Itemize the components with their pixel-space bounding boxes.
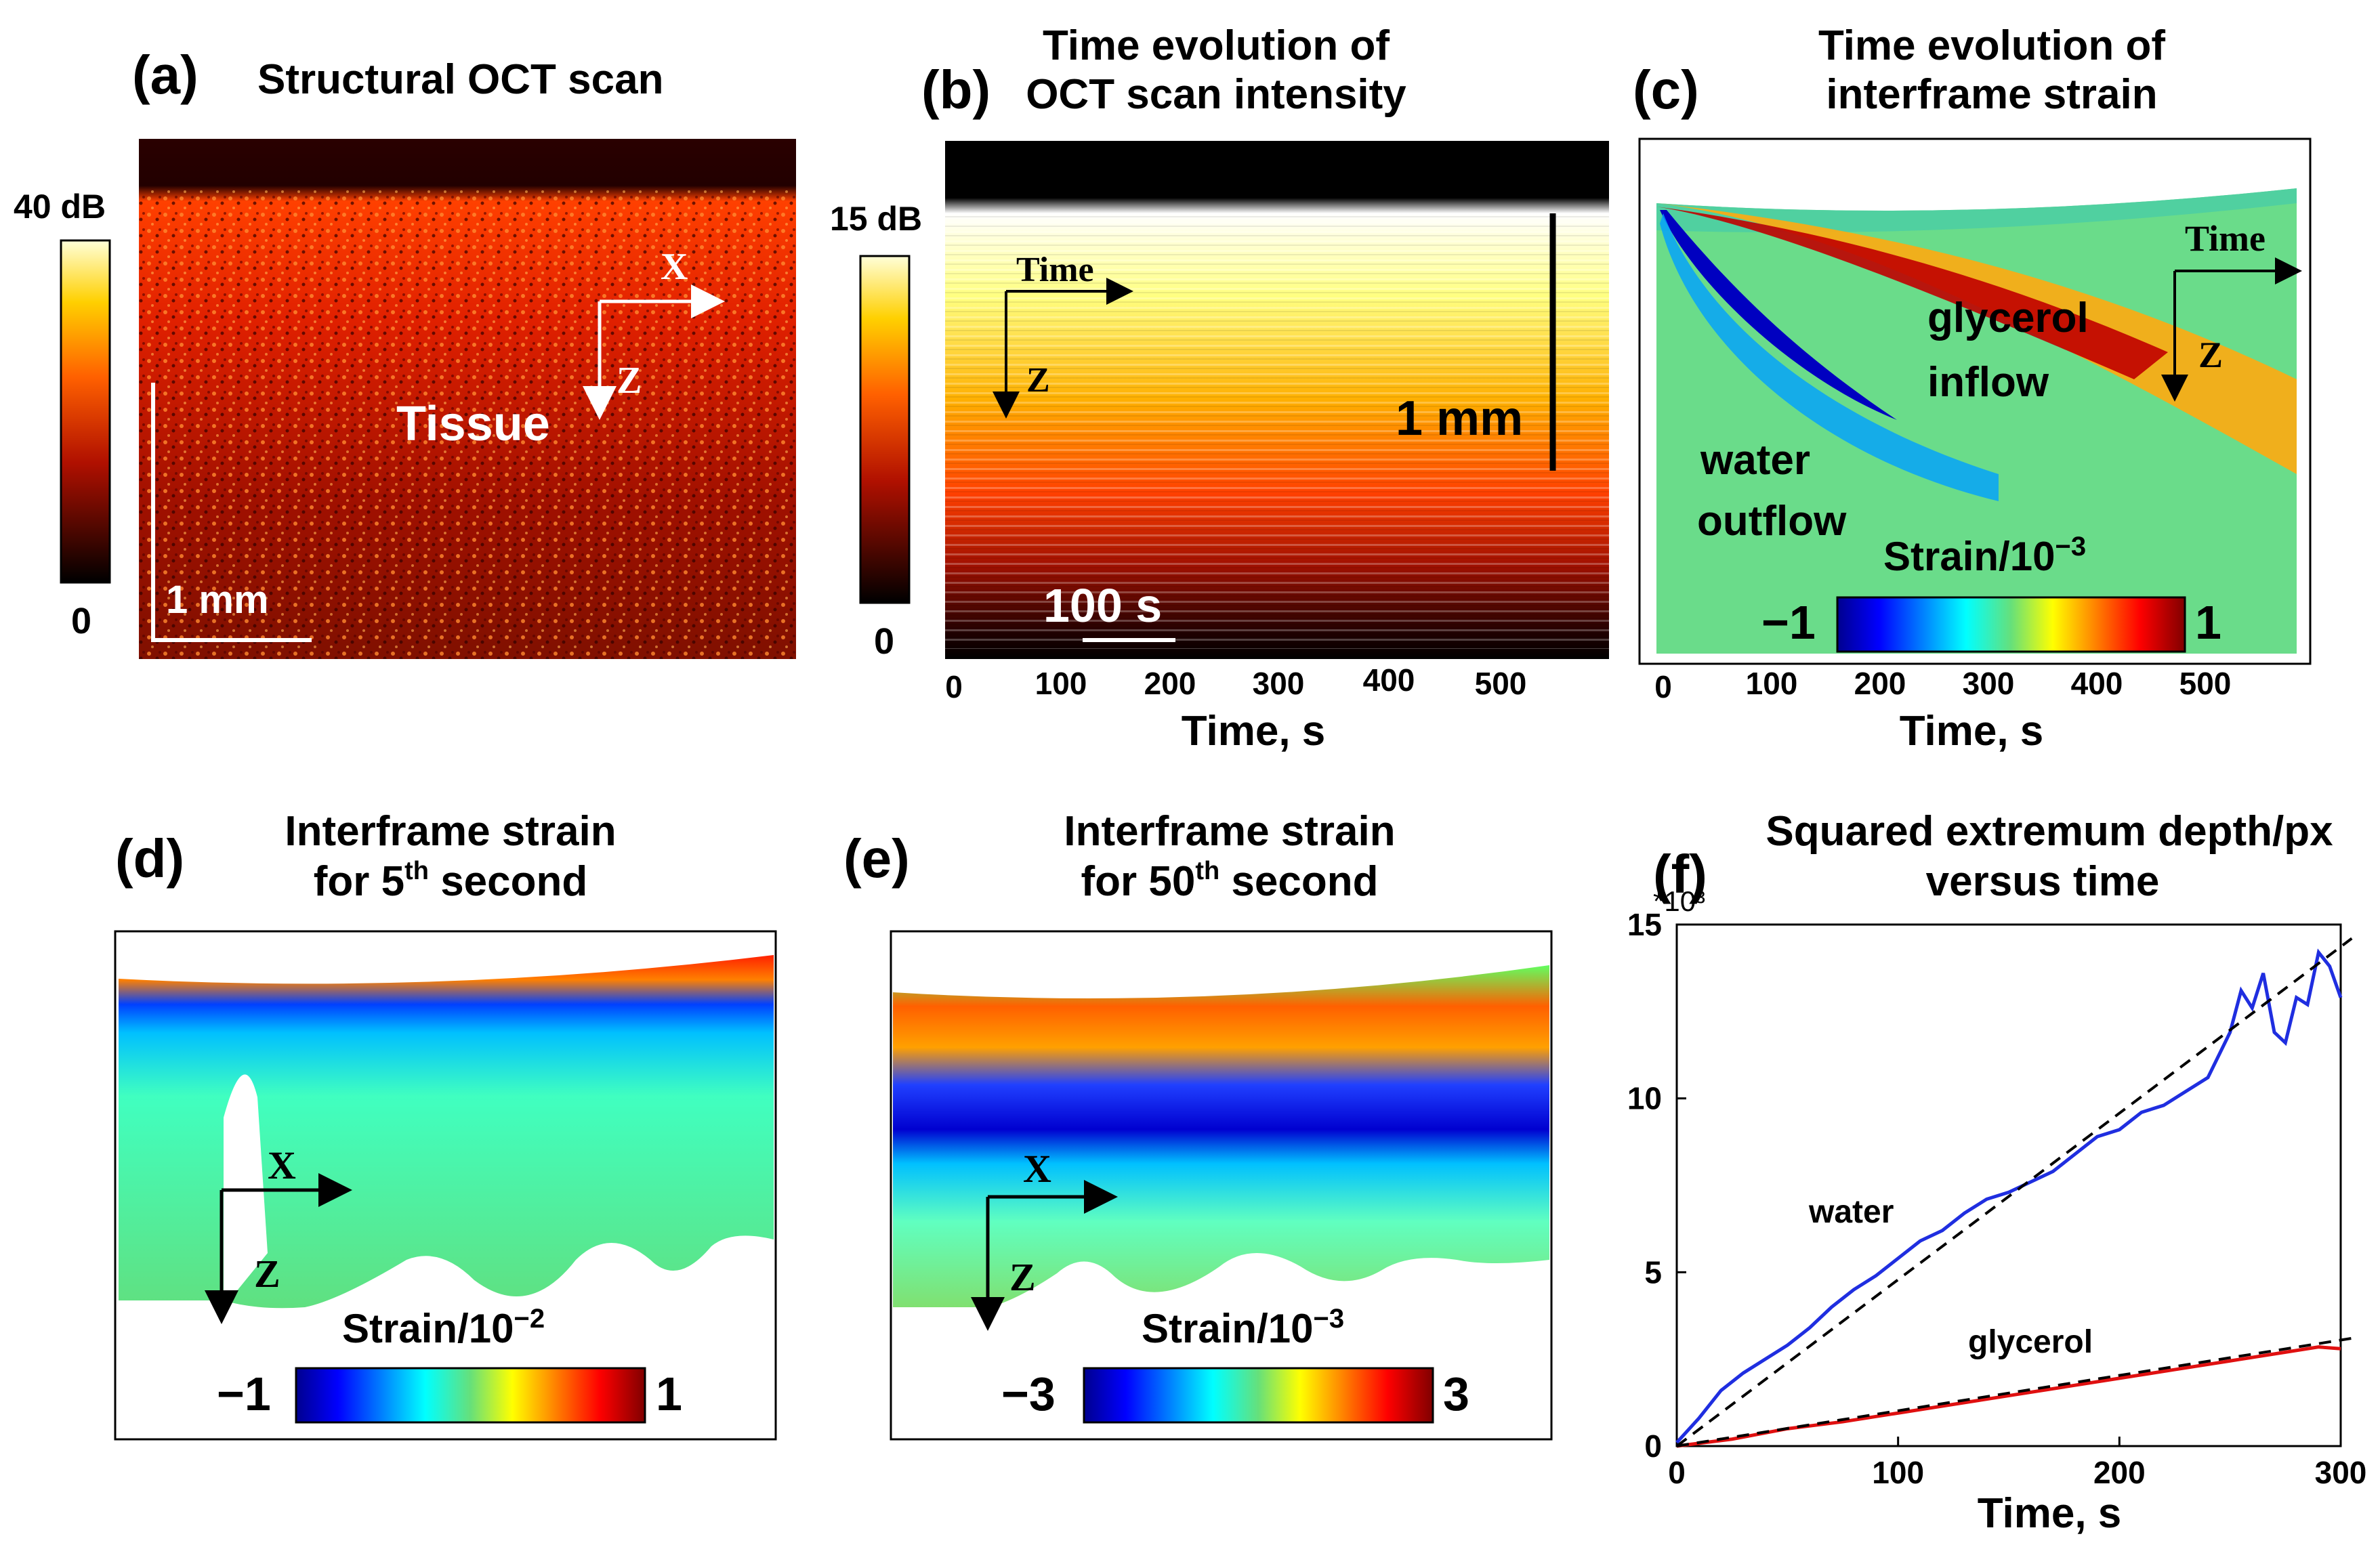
panel-b-depth-bar-label: 1 mm xyxy=(1396,391,1523,446)
panel-e-colorbar-max: 3 xyxy=(1443,1368,1469,1420)
panel-b-colorbar-min: 0 xyxy=(874,621,894,662)
panel-c-title-line1: Time evolution of xyxy=(1818,22,2165,69)
chart-f-series-water xyxy=(1675,948,2343,1444)
panel-b-colorbar-max: 15 dB xyxy=(830,200,922,238)
panel-c-glycerol-label-1: glycerol xyxy=(1927,295,2089,341)
panel-a-colorbar xyxy=(60,239,111,584)
panel-f-multiplier: *10³ xyxy=(1653,885,1705,917)
panel-c-water-label-2: outflow xyxy=(1697,498,1847,545)
panel-b-xtick: 200 xyxy=(1144,666,1196,701)
panel-a-scalebar xyxy=(151,383,312,642)
panel-c-letter: (c) xyxy=(1633,60,1699,120)
panel-b-xticks: 0 100 200 300 400 500 xyxy=(945,662,1526,704)
panel-e-letter: (e) xyxy=(843,828,910,889)
panel-b-time-label: Time xyxy=(1016,251,1094,289)
panel-d-colorbar xyxy=(295,1367,646,1424)
panel-c-z-label: Z xyxy=(2198,335,2223,375)
chart-f-ytick-label: 15 xyxy=(1627,907,1662,942)
panel-c-xtick: 100 xyxy=(1746,666,1798,701)
panel-d-colorbar-min: −1 xyxy=(217,1368,271,1420)
panel-d-strain-map xyxy=(119,955,774,1309)
panel-b: (b) Time evolution of OCT scan intensity… xyxy=(830,22,1609,755)
panel-c-colorbar xyxy=(1836,596,2186,653)
panel-c-xtick: 500 xyxy=(2179,666,2232,701)
panel-f: (f) Squared extremum depth/px versus tim… xyxy=(1627,808,2367,1537)
panel-a-letter: (a) xyxy=(132,45,199,105)
panel-e-z-label: Z xyxy=(1009,1255,1036,1299)
panel-f-water-label: water xyxy=(1808,1194,1894,1230)
panel-c-colorbar-min: −1 xyxy=(1761,596,1816,649)
panel-b-title-line2: OCT scan intensity xyxy=(1026,71,1406,118)
panel-d: (d) Interframe strain for 5th second X Z… xyxy=(114,808,777,1441)
chart-f-ytick-label: 5 xyxy=(1644,1254,1662,1290)
panel-e-colorbar-min: −3 xyxy=(1001,1368,1056,1420)
panel-f-letter: (f) xyxy=(1653,844,1707,904)
chart-f-series-glycerol xyxy=(1676,1345,2341,1448)
chart-f-plot-area xyxy=(1675,923,2342,1447)
panel-a-speckle xyxy=(139,190,796,659)
panel-b-time-bar-label: 100 s xyxy=(1043,579,1162,632)
panel-b-xtick: 400 xyxy=(1363,662,1415,698)
chart-f-xtick-label: 100 xyxy=(1872,1455,1924,1490)
panel-d-x-label: X xyxy=(268,1143,296,1187)
chart-f-ytick-label: 10 xyxy=(1627,1081,1662,1116)
chart-f-xtick-label: 0 xyxy=(1668,1455,1686,1490)
panel-c-xtick: 200 xyxy=(1854,666,1906,701)
panel-d-colorbar-title: Strain/10−2 xyxy=(342,1304,545,1351)
panel-a: (a) Structural OCT scan 40 dB 0 1 mm X Z… xyxy=(14,45,796,659)
chart-f: 0 100 200 300 0 5 10 15 xyxy=(1627,907,2367,1490)
panel-b-z-label: Z xyxy=(1026,361,1050,400)
panel-c-colorbar-max: 1 xyxy=(2195,596,2221,649)
panel-c-title-line2: interframe strain xyxy=(1826,71,2157,118)
panel-e: (e) Interframe strain for 50th second X … xyxy=(843,808,1553,1441)
panel-d-title-line1: Interframe strain xyxy=(285,808,616,855)
panel-c-strain-map xyxy=(1656,188,2297,654)
panel-a-colorbar-min: 0 xyxy=(71,601,91,641)
panel-f-xlabel: Time, s xyxy=(1978,1490,2122,1537)
panel-d-colorbar-max: 1 xyxy=(656,1368,682,1420)
panel-b-colorbar xyxy=(859,255,911,604)
chart-f-series-glycerol-fit xyxy=(1676,1336,2352,1447)
panel-d-z-label: Z xyxy=(254,1252,280,1296)
panel-a-x-label: X xyxy=(661,246,688,288)
panel-b-title-line1: Time evolution of xyxy=(1043,22,1390,69)
chart-f-ytick-label: 0 xyxy=(1644,1428,1662,1464)
panel-b-stripes xyxy=(945,215,1609,649)
panel-e-colorbar-title: Strain/10−3 xyxy=(1142,1304,1344,1351)
panel-c: (c) Time evolution of interframe strain … xyxy=(1633,22,2312,755)
panel-c-colorbar-title: Strain/10−3 xyxy=(1883,532,2086,579)
panel-b-xtick: 100 xyxy=(1035,666,1087,701)
panel-e-title-line1: Interframe strain xyxy=(1064,808,1395,855)
panel-e-strain-map xyxy=(893,965,1549,1307)
panel-f-glycerol-label: glycerol xyxy=(1968,1324,2093,1360)
panel-b-letter: (b) xyxy=(921,60,990,120)
panel-f-title-line1: Squared extremum depth/px xyxy=(1766,808,2333,855)
panel-c-xtick: 400 xyxy=(2071,666,2123,701)
chart-f-xtick-label: 300 xyxy=(2315,1455,2367,1490)
panel-e-colorbar xyxy=(1083,1367,1434,1424)
chart-f-xtick-label: 200 xyxy=(2093,1455,2146,1490)
panel-c-water-label-1: water xyxy=(1700,437,1810,484)
panel-b-xtick: 0 xyxy=(945,669,963,704)
panel-e-x-label: X xyxy=(1023,1147,1051,1191)
panel-b-xlabel: Time, s xyxy=(1182,708,1326,755)
panel-b-xtick: 500 xyxy=(1475,666,1527,701)
panel-d-title-line2: for 5th second xyxy=(314,857,588,905)
panel-d-letter: (d) xyxy=(115,828,184,889)
panel-c-glycerol-label-2: inflow xyxy=(1927,359,2049,406)
panel-b-xtick: 300 xyxy=(1253,666,1305,701)
panel-c-xtick: 0 xyxy=(1654,669,1672,704)
panel-c-xticks: 0 100 200 300 400 500 xyxy=(1654,666,2231,704)
panel-a-z-label: Z xyxy=(617,360,642,402)
panel-a-colorbar-max: 40 dB xyxy=(14,188,106,226)
panel-a-tissue-label: Tissue xyxy=(396,397,550,451)
panel-a-title: Structural OCT scan xyxy=(257,56,663,103)
panel-a-scalebar-label: 1 mm xyxy=(166,578,269,622)
panel-f-title-line2: versus time xyxy=(1926,858,2160,905)
panel-e-title-line2: for 50th second xyxy=(1081,857,1378,905)
panel-c-xlabel: Time, s xyxy=(1900,708,2044,755)
panel-c-time-label: Time xyxy=(2185,218,2266,259)
panel-c-xtick: 300 xyxy=(1963,666,2015,701)
